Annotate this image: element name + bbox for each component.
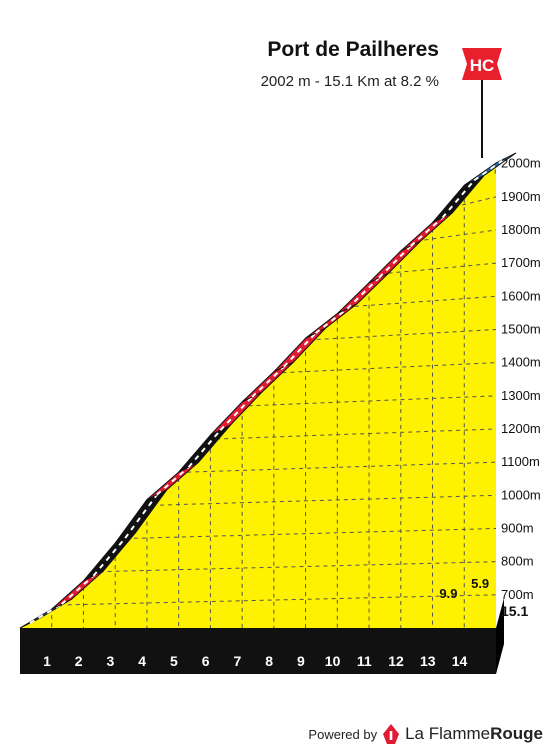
gradient-label: 8.2	[344, 646, 362, 661]
gradient-label: 7.5	[59, 646, 77, 661]
hc-flag-icon	[462, 48, 502, 80]
gradient-label: 9.8	[185, 646, 203, 661]
climb-title: Port de Pailheres	[267, 38, 439, 61]
km-tick-label: 1	[43, 653, 51, 669]
elevation-tick-label: 1600m	[501, 288, 541, 303]
km-tick-label: 11	[357, 653, 372, 669]
road-center-line	[441, 179, 476, 219]
road-center-line	[378, 245, 412, 279]
elevation-tick-label: 1100m	[501, 454, 540, 469]
road-center-line	[346, 276, 380, 310]
gradient-label: 8.4	[376, 646, 395, 661]
elevation-tick-label: 1200m	[501, 421, 541, 436]
grid-line	[454, 196, 497, 208]
elevation-tick-label: 1800m	[501, 222, 541, 237]
elevation-tick-label: 1000m	[501, 487, 541, 502]
powered-by-label: Powered by	[308, 726, 378, 742]
elevation-tick-label: 1700m	[501, 255, 541, 270]
flamme-rouge-logo-icon	[383, 724, 400, 744]
brand-name-regular: La Flamme	[405, 724, 491, 743]
road-center-line	[92, 537, 126, 577]
road-center-line	[219, 396, 253, 431]
elevation-tick-label: 800m	[501, 554, 534, 569]
gradient-label: 8.9	[281, 646, 299, 661]
gradient-label: 7.3	[154, 646, 172, 661]
road-center-line	[124, 494, 158, 539]
elevation-tick-label: 1300m	[501, 388, 541, 403]
base-end-face	[496, 598, 504, 674]
powered-by: Powered by La FlammeRouge	[308, 724, 543, 744]
grid-line	[282, 362, 497, 374]
km-tick-label: 6	[202, 653, 210, 669]
grid-line	[216, 428, 497, 440]
km-tick-label: 12	[388, 653, 404, 669]
gradient-label: 11.5	[119, 646, 144, 661]
road-center-line	[473, 157, 507, 182]
road-center-line	[251, 365, 285, 398]
km-tick-label: 10	[325, 653, 341, 669]
elevation-tick-label: 2000m	[501, 156, 541, 171]
hc-flag-label: HC	[470, 56, 495, 75]
road-center-line	[314, 307, 348, 334]
road-center-line	[156, 466, 190, 496]
grid-line	[248, 395, 497, 407]
road-center-line	[187, 429, 222, 468]
grid-line	[99, 561, 497, 573]
grid-line	[316, 328, 497, 340]
elevation-tick-label: 900m	[501, 520, 534, 535]
km-tick-label: 7	[233, 653, 241, 669]
gradient-label: 5.0	[27, 646, 45, 661]
grid-line	[151, 494, 497, 506]
elevation-tick-label: 1900m	[501, 189, 541, 204]
climb-subtitle: 2002 m - 15.1 Km at 8.2 %	[260, 73, 439, 90]
km-tick-label: 9	[297, 653, 305, 669]
km-tick-label: 8	[265, 653, 273, 669]
km-tick-label: 5	[170, 653, 178, 669]
gradient-label: 8.0	[249, 646, 267, 661]
elevation-tick-label: 1400m	[501, 355, 541, 370]
km-tick-label: 13	[420, 653, 436, 669]
total-distance-label: 15.1	[501, 603, 528, 619]
gradient-label: 6.5	[312, 646, 330, 661]
base-front-face	[20, 628, 496, 674]
grid-line	[388, 262, 497, 274]
km-tick-label: 3	[107, 653, 115, 669]
elevation-tick-label: 700m	[501, 587, 534, 602]
road-center-line	[61, 575, 95, 605]
gradient-label: 9.9	[439, 586, 457, 601]
km-tick-label: 2	[75, 653, 83, 669]
gradient-label: 10.0	[87, 646, 112, 661]
elevation-tick-label: 1500m	[501, 321, 541, 336]
brand-name: La FlammeRouge	[405, 724, 543, 744]
km-tick-label: 14	[452, 653, 468, 669]
brand-name-bold: Rouge	[490, 724, 543, 743]
km-tick-label: 4	[138, 653, 146, 669]
road-center-line	[283, 332, 317, 368]
grid-line	[125, 527, 497, 539]
gradient-label: 8.8	[217, 646, 235, 661]
road-center-line	[410, 216, 444, 247]
gradient-label: 7.5	[408, 646, 426, 661]
gradient-label: 5.9	[471, 576, 489, 591]
grid-line	[187, 461, 497, 473]
